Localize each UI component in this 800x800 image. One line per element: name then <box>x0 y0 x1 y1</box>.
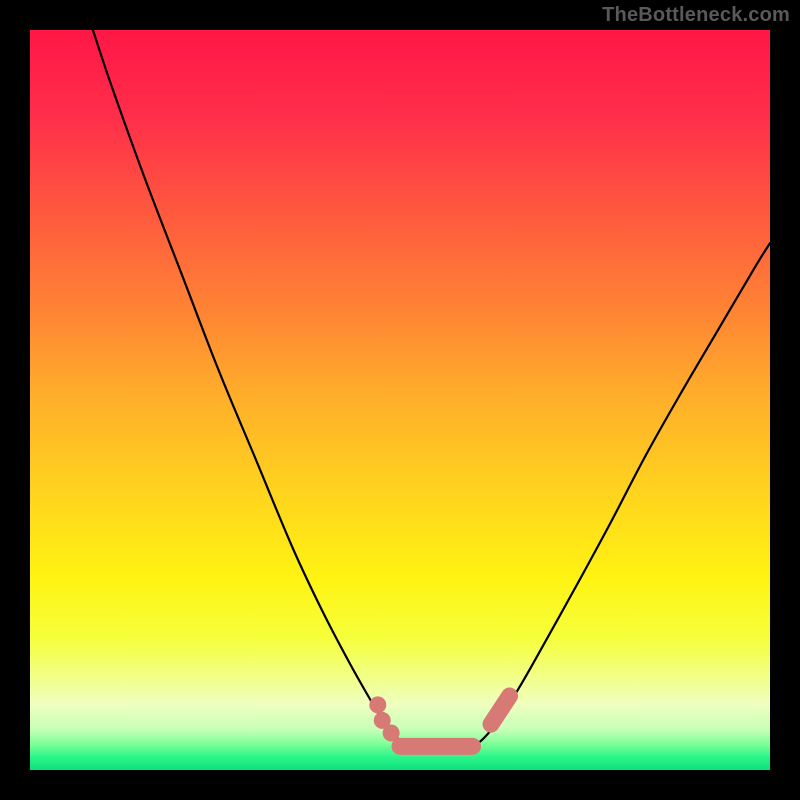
marker-dot <box>369 696 386 713</box>
plot-area <box>30 30 770 770</box>
bottleneck-curve-chart <box>0 0 800 800</box>
chart-stage: TheBottleneck.com <box>0 0 800 800</box>
gradient-background <box>30 30 770 770</box>
